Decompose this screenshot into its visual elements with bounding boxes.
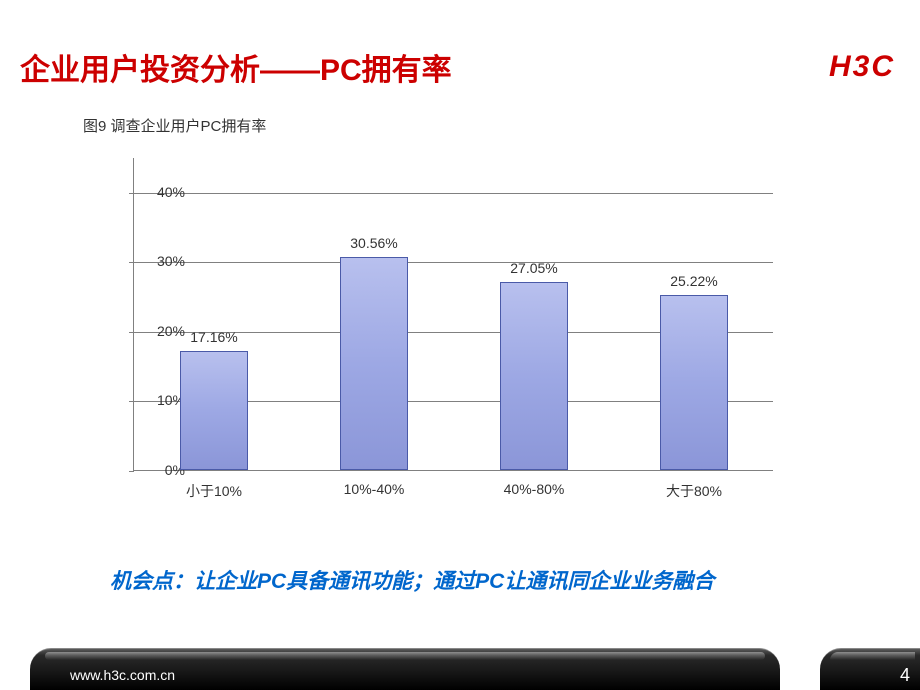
bar [660,295,728,470]
header: 企业用户投资分析——PC拥有率 H3C [0,0,920,89]
logo: H3C [829,50,895,84]
bar-value-label: 25.22% [654,273,734,289]
opportunity-text: 机会点：让企业PC具备通讯功能；通过PC让通讯同企业业务融合 [110,565,714,595]
bar-value-label: 17.16% [174,329,254,345]
chart-container: 图9 调查企业用户PC拥有率 0%10%20%30%40%17.16%小于10%… [73,105,793,520]
gridline [134,262,773,263]
bar-value-label: 30.56% [334,235,414,251]
gridline [134,193,773,194]
plot-area: 0%10%20%30%40%17.16%小于10%30.56%10%-40%27… [133,158,773,471]
footer: www.h3c.com.cn 4 [0,640,920,690]
y-axis-label: 30% [140,253,185,269]
page-title: 企业用户投资分析——PC拥有率 [20,45,452,89]
y-tick [129,332,134,333]
x-axis-label: 10%-40% [294,481,454,497]
y-tick [129,471,134,472]
y-tick [129,262,134,263]
footer-bar-right: 4 [820,648,920,690]
chart-title: 图9 调查企业用户PC拥有率 [73,105,793,136]
x-axis-label: 小于10% [134,481,294,501]
x-axis-label: 40%-80% [454,481,614,497]
page-number: 4 [900,665,910,686]
y-tick [129,401,134,402]
bar-value-label: 27.05% [494,260,574,276]
bar [180,351,248,470]
footer-bar-left: www.h3c.com.cn [30,648,780,690]
y-axis-label: 10% [140,392,185,408]
footer-url: www.h3c.com.cn [70,667,175,683]
x-axis-label: 大于80% [614,481,774,501]
bar [340,257,408,470]
bar [500,282,568,470]
y-axis-label: 0% [140,462,185,478]
y-axis-label: 40% [140,184,185,200]
y-tick [129,193,134,194]
